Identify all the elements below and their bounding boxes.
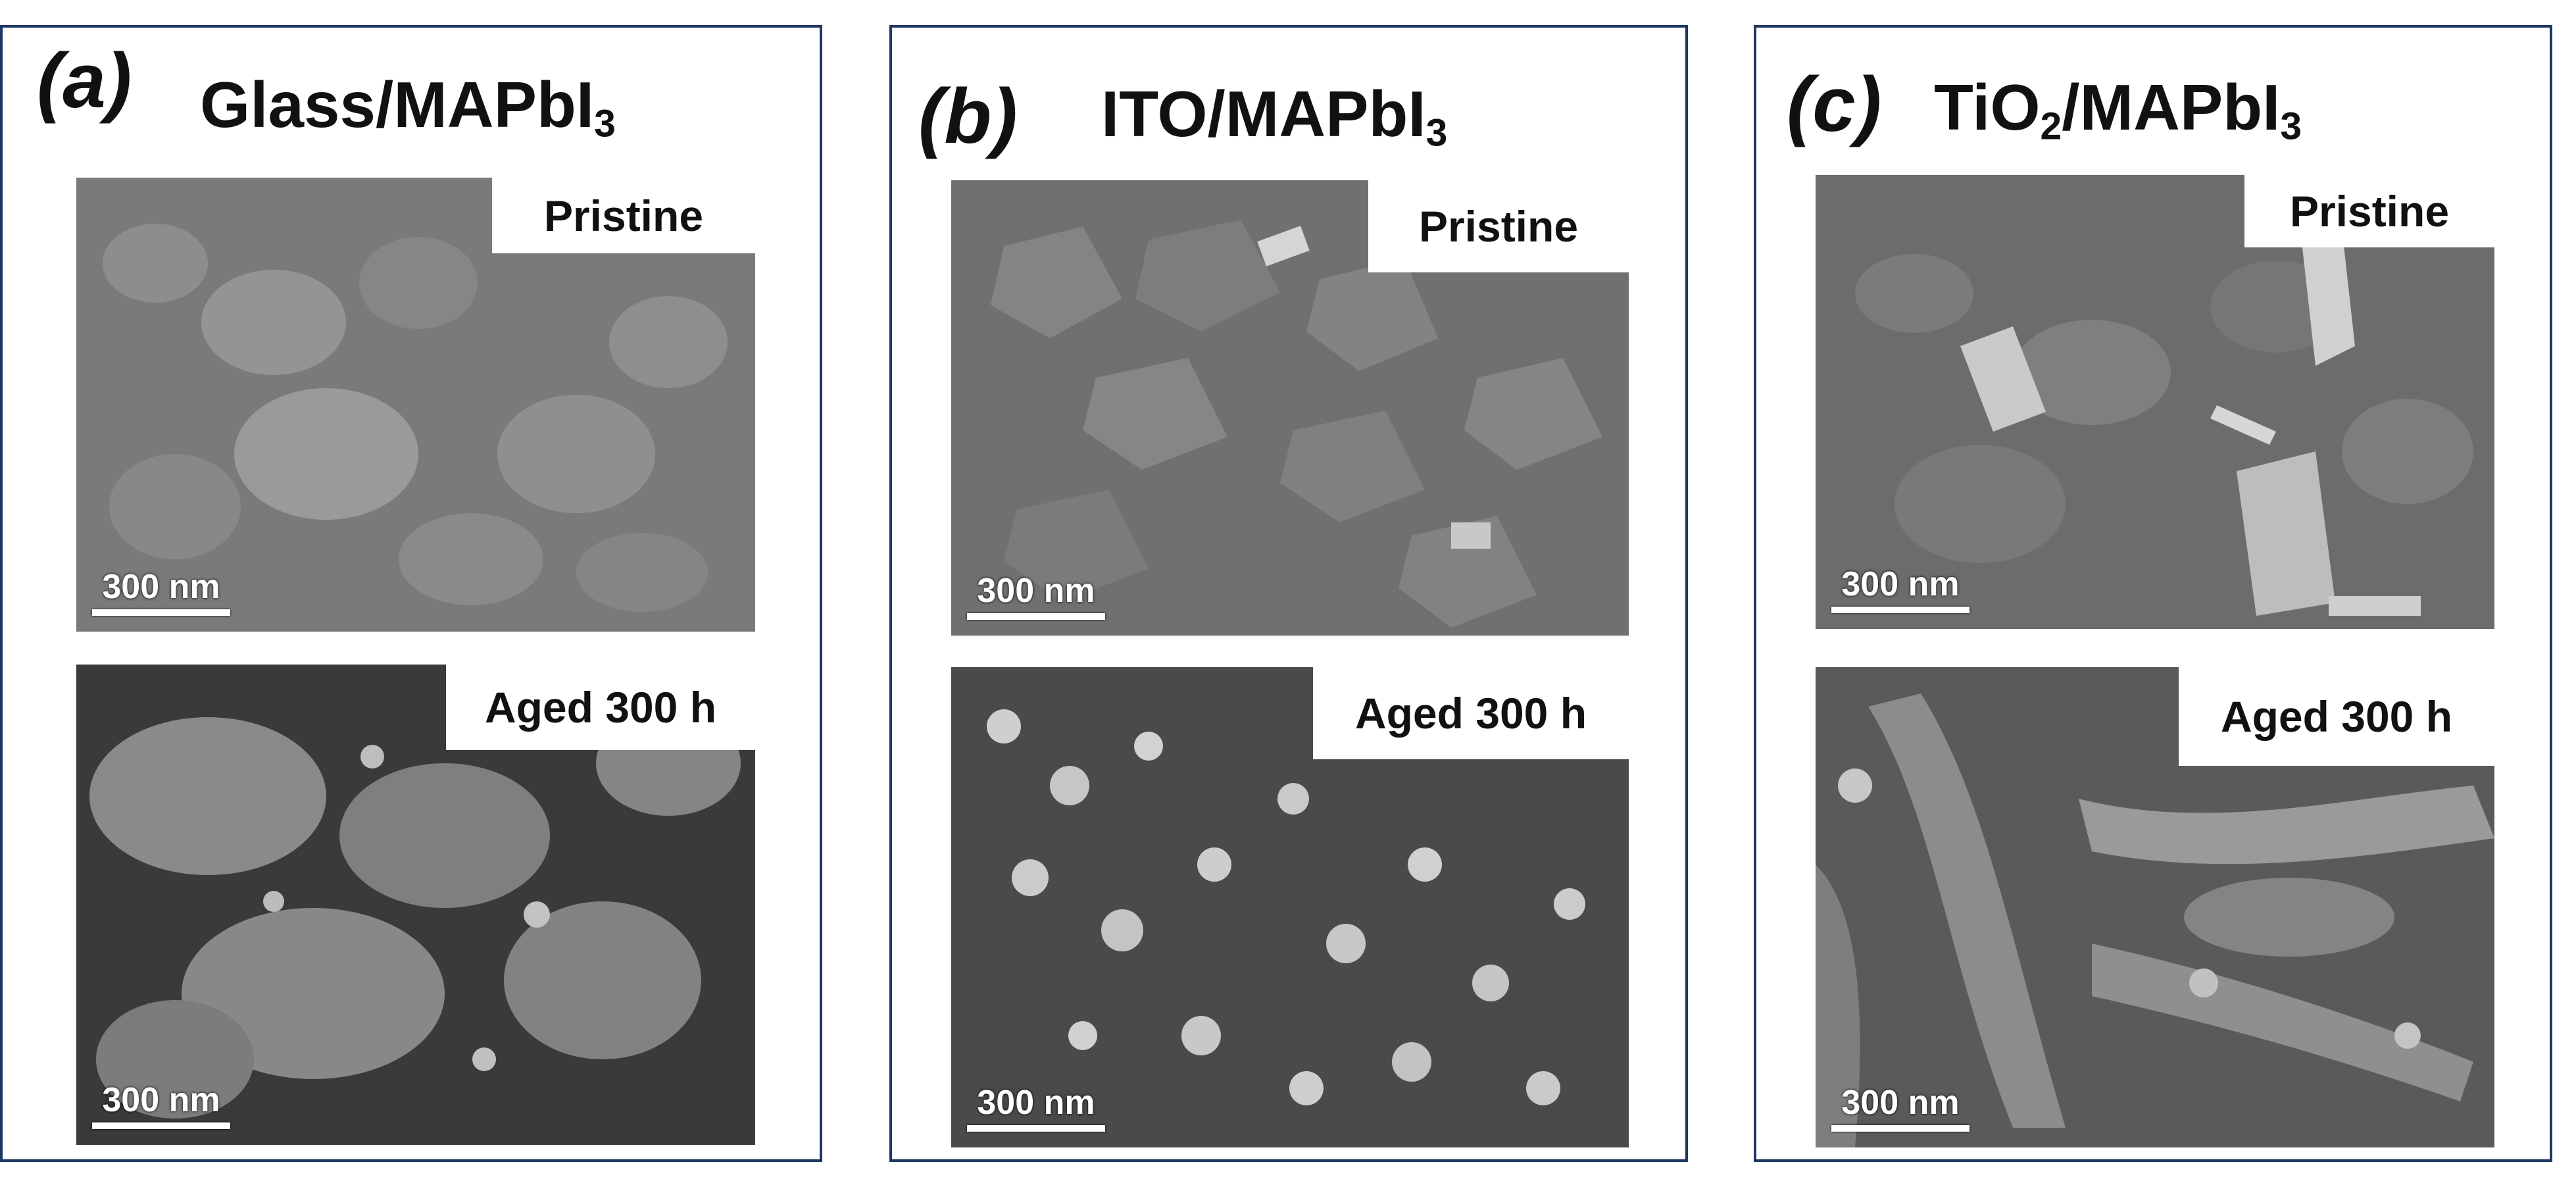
sem-image-pristine: Pristine 300 nm: [951, 180, 1629, 636]
scale-bar-line: [1831, 607, 1969, 613]
panel-letter: (a): [37, 38, 132, 124]
scale-bar-line: [92, 1122, 230, 1129]
scale-bar: 300 nm: [1831, 567, 1969, 613]
panel-title: TiO2/MAPbI3: [1934, 71, 2302, 148]
panel-letter: (c): [1787, 61, 1882, 148]
scale-bar: 300 nm: [1831, 1086, 1969, 1132]
sem-image-aged: Aged 300 h 300 nm: [951, 667, 1629, 1147]
scale-bar: 300 nm: [967, 574, 1105, 620]
panel-title: ITO/MAPbI3: [1101, 78, 1448, 155]
scale-bar-line: [967, 1125, 1105, 1132]
scale-bar-label: 300 nm: [102, 1081, 220, 1119]
scale-bar-line: [92, 609, 230, 616]
scale-bar-label: 300 nm: [1841, 565, 1960, 603]
sem-texture: [951, 180, 1629, 636]
condition-label: Pristine: [2244, 175, 2494, 247]
sem-texture: [76, 178, 755, 632]
sem-texture: [1816, 175, 2494, 629]
scale-bar-line: [1831, 1125, 1969, 1132]
sem-image-aged: Aged 300 h 300 nm: [1816, 667, 2494, 1147]
condition-label: Aged 300 h: [446, 665, 755, 750]
panel-c: (c) TiO2/MAPbI3 Pristine 300 nm: [1754, 25, 2552, 1162]
scale-bar-label: 300 nm: [1841, 1084, 1960, 1122]
condition-label: Aged 300 h: [2179, 667, 2494, 766]
panel-b: (b) ITO/MAPbI3 Pristine 300 nm: [889, 25, 1688, 1162]
panel-letter: (b): [918, 73, 1018, 160]
condition-label: Pristine: [1368, 180, 1629, 272]
scale-bar: 300 nm: [92, 570, 230, 616]
sem-image-pristine: Pristine 300 nm: [1816, 175, 2494, 629]
scale-bar: 300 nm: [967, 1086, 1105, 1132]
condition-label: Aged 300 h: [1313, 667, 1629, 759]
scale-bar-label: 300 nm: [977, 1084, 1095, 1122]
scale-bar-label: 300 nm: [977, 572, 1095, 610]
scale-bar: 300 nm: [92, 1083, 230, 1129]
sem-image-aged: Aged 300 h 300 nm: [76, 665, 755, 1145]
scale-bar-line: [967, 613, 1105, 620]
scale-bar-label: 300 nm: [102, 568, 220, 606]
condition-label: Pristine: [492, 178, 755, 253]
sem-image-pristine: Pristine 300 nm: [76, 178, 755, 632]
panel-title: Glass/MAPbI3: [200, 68, 616, 145]
panel-a: (a) Glass/MAPbI3 Pristine 300 nm: [0, 25, 822, 1162]
